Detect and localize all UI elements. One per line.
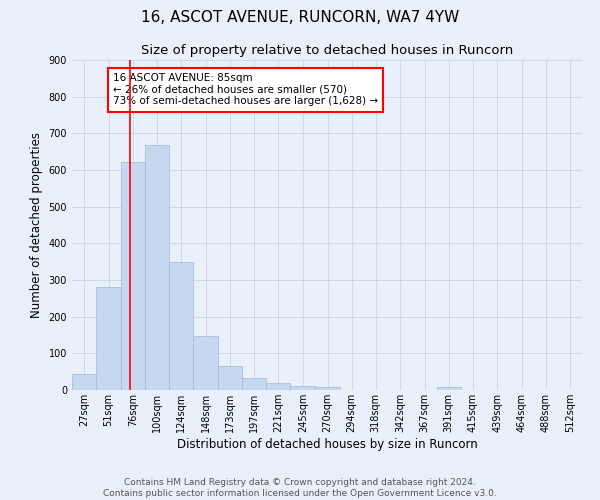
Bar [96,288,121,390]
Text: 16 ASCOT AVENUE: 85sqm
← 26% of detached houses are smaller (570)
73% of semi-de: 16 ASCOT AVENUE: 85sqm ← 26% of detached… [113,73,378,106]
Bar [72,374,96,390]
Bar [121,162,145,390]
Bar [266,384,290,390]
Bar [242,378,266,390]
X-axis label: Distribution of detached houses by size in Runcorn: Distribution of detached houses by size … [176,438,478,450]
Bar [218,366,242,390]
Bar [316,386,340,390]
Text: 16, ASCOT AVENUE, RUNCORN, WA7 4YW: 16, ASCOT AVENUE, RUNCORN, WA7 4YW [141,10,459,25]
Bar [145,145,169,390]
Title: Size of property relative to detached houses in Runcorn: Size of property relative to detached ho… [141,44,513,58]
Bar [437,386,461,390]
Bar [290,386,316,390]
Bar [193,336,218,390]
Bar [169,262,193,390]
Text: Contains HM Land Registry data © Crown copyright and database right 2024.
Contai: Contains HM Land Registry data © Crown c… [103,478,497,498]
Y-axis label: Number of detached properties: Number of detached properties [30,132,43,318]
